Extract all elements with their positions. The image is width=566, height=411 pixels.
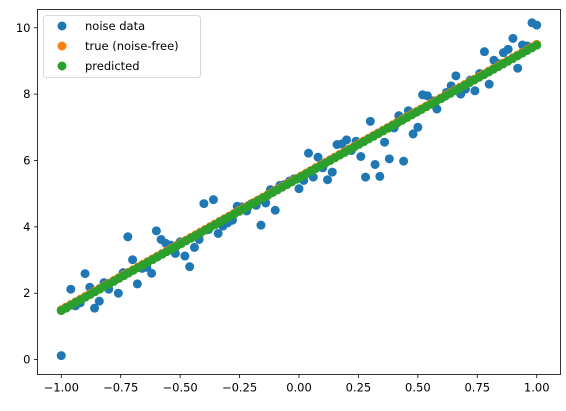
noise-data-point xyxy=(532,20,542,30)
noise-data-point xyxy=(128,255,138,265)
noise-data-point xyxy=(342,135,352,145)
noise-data-point xyxy=(361,172,371,182)
noise-data-point xyxy=(356,151,366,161)
x-tick-label: −0.75 xyxy=(103,381,138,395)
y-tick-label: 8 xyxy=(23,87,30,101)
noise-data-point xyxy=(451,71,461,81)
legend-label: true (noise-free) xyxy=(85,39,179,53)
predicted-point xyxy=(532,40,542,50)
noise-data-point xyxy=(408,129,418,139)
noise-data-point xyxy=(365,116,375,126)
legend-marker xyxy=(57,61,67,71)
noise-data-point xyxy=(56,351,66,361)
noise-data-point xyxy=(513,63,523,73)
noise-data-point xyxy=(189,242,199,252)
x-tick-label: −0.25 xyxy=(222,381,257,395)
noise-data-point xyxy=(370,159,380,169)
noise-data-point xyxy=(380,137,390,147)
noise-data-point xyxy=(132,279,142,289)
noise-data-point xyxy=(479,47,489,57)
x-tick-label: 0.25 xyxy=(346,381,372,395)
noise-data-point xyxy=(90,303,100,313)
noise-data-point xyxy=(208,195,218,205)
noise-data-point xyxy=(470,86,480,96)
noise-data-point xyxy=(384,154,394,164)
noise-data-point xyxy=(294,184,304,194)
noise-data-point xyxy=(256,220,266,230)
noise-data-point xyxy=(113,288,123,298)
noise-data-point xyxy=(151,226,161,236)
noise-data-point xyxy=(323,175,333,185)
noise-data-point xyxy=(180,251,190,261)
noise-data-point xyxy=(94,296,104,306)
legend: noise data true (noise-free) predicted xyxy=(43,15,201,78)
plot-marks xyxy=(56,18,542,361)
noise-data-point xyxy=(213,228,223,238)
x-tick-label: −1.00 xyxy=(44,381,79,395)
noise-data-point xyxy=(304,148,314,158)
noise-data-point xyxy=(185,262,195,272)
noise-data-point xyxy=(80,269,90,279)
noise-data-point xyxy=(508,33,518,43)
noise-data-point xyxy=(66,284,76,294)
legend-label: noise data xyxy=(85,19,145,33)
noise-data-point xyxy=(399,156,409,166)
noise-data-point xyxy=(484,79,494,89)
x-tick-label: 0.75 xyxy=(464,381,490,395)
axis-ticks: −1.00 −0.75 −0.50 −0.25 0.00 0.25 0.50 0.75 1.00… xyxy=(16,21,550,395)
noise-data-point xyxy=(413,122,423,132)
noise-data-point xyxy=(123,232,133,242)
y-tick-label: 2 xyxy=(23,286,30,300)
legend-label: predicted xyxy=(85,59,140,73)
noise-data-point xyxy=(375,171,385,181)
x-tick-label: 0.00 xyxy=(286,381,312,395)
x-tick-label: 0.50 xyxy=(405,381,431,395)
noise-data-point xyxy=(503,44,513,54)
y-tick-label: 10 xyxy=(16,21,31,35)
noise-data-point xyxy=(270,205,280,215)
legend-marker xyxy=(57,21,67,31)
y-tick-label: 0 xyxy=(23,353,30,367)
legend-box xyxy=(43,15,201,78)
noise-data-point xyxy=(313,152,323,162)
legend-marker xyxy=(57,41,67,51)
x-tick-label: −0.50 xyxy=(163,381,198,395)
noise-data-point xyxy=(147,268,157,278)
noise-data-point xyxy=(199,199,209,209)
x-tick-label: 1.00 xyxy=(524,381,550,395)
y-tick-label: 4 xyxy=(23,220,30,234)
y-tick-label: 6 xyxy=(23,153,30,167)
noise-data-point xyxy=(327,167,337,177)
